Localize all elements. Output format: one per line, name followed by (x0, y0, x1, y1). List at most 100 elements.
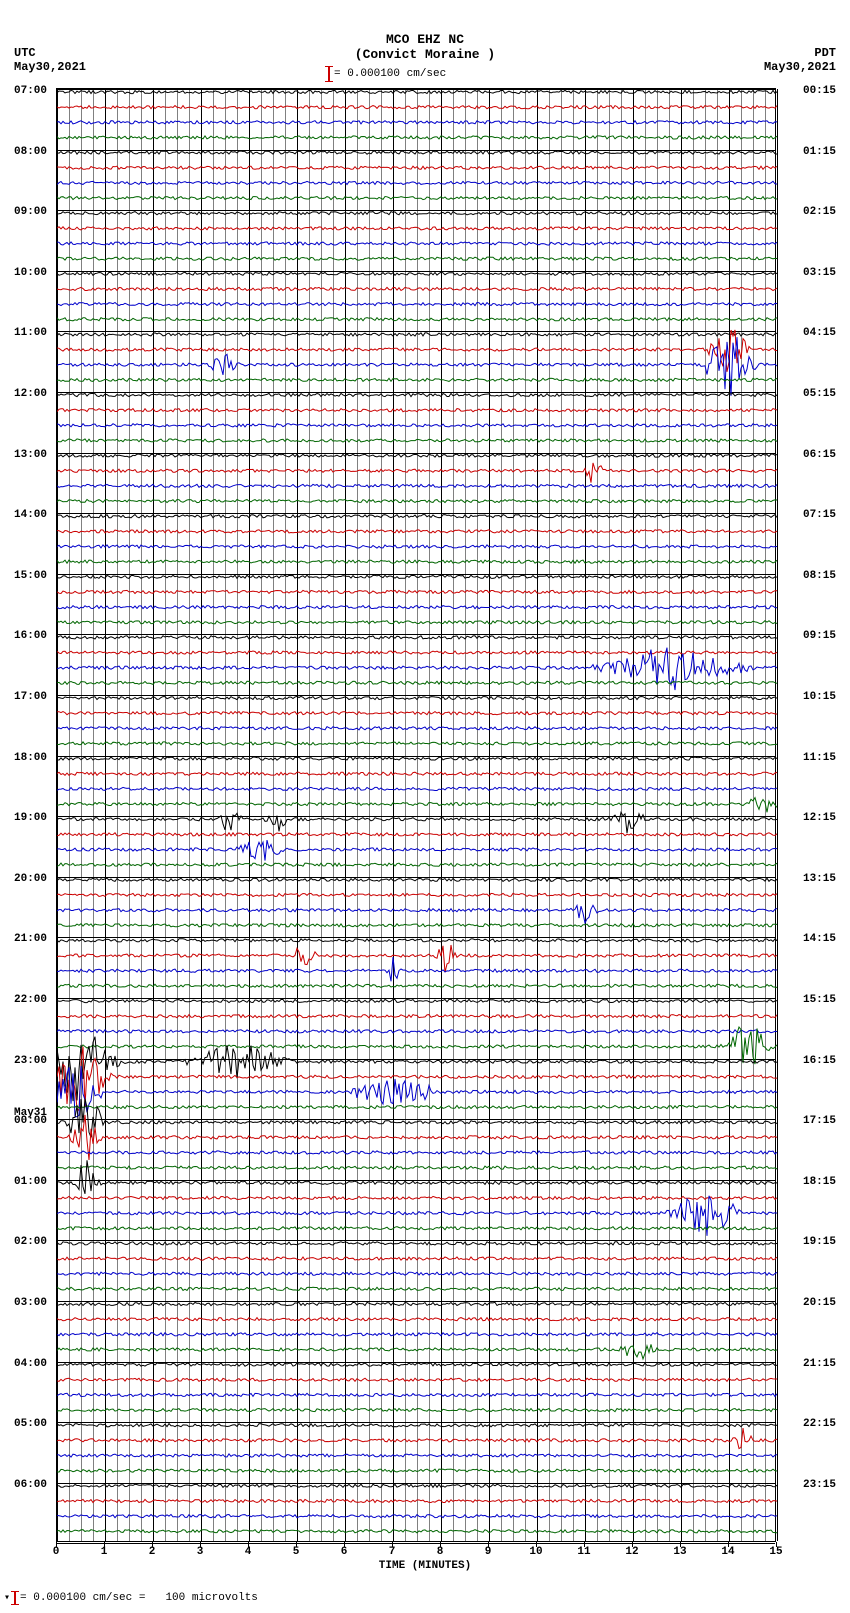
scale-bar-icon (14, 1591, 16, 1605)
trace-line (57, 1428, 777, 1448)
utc-hour-label: 18:00 (14, 752, 47, 764)
utc-hour-label: 10:00 (14, 267, 47, 279)
trace-line (57, 454, 777, 457)
scale-bar-icon (328, 66, 330, 82)
trace-line (57, 378, 777, 381)
utc-hour-label: 22:00 (14, 994, 47, 1006)
trace-line (57, 1166, 777, 1169)
x-tick-label: 3 (197, 1546, 204, 1558)
x-tick-mark (152, 1542, 153, 1547)
pdt-hour-label: 02:15 (803, 206, 836, 218)
x-tick-mark (200, 1542, 201, 1547)
tz-left-date: May30,2021 (14, 60, 86, 74)
x-tick-mark (440, 1542, 441, 1547)
trace-line (57, 893, 777, 896)
trace-line (57, 621, 777, 624)
trace-line (57, 1015, 777, 1018)
trace-line (57, 1106, 777, 1109)
x-tick-label: 10 (529, 1546, 542, 1558)
pdt-hour-label: 13:15 (803, 873, 836, 885)
trace-line (57, 681, 777, 684)
trace-line (57, 957, 777, 981)
tz-right-tz: PDT (764, 46, 836, 60)
trace-line (57, 712, 777, 715)
trace-line (57, 530, 777, 533)
trace-line (57, 1242, 777, 1245)
trace-line (57, 696, 777, 699)
x-tick-label: 15 (769, 1546, 782, 1558)
pdt-hour-label: 00:15 (803, 85, 836, 97)
tz-left-tz: UTC (14, 46, 86, 60)
x-tick-mark (248, 1542, 249, 1547)
trace-line (57, 757, 777, 760)
pdt-hour-label: 19:15 (803, 1236, 836, 1248)
x-tick-label: 8 (437, 1546, 444, 1558)
trace-line (57, 257, 777, 260)
trace-line (57, 1393, 777, 1396)
pdt-hour-label: 21:15 (803, 1358, 836, 1370)
trace-line (57, 500, 777, 503)
trace-line (57, 772, 777, 775)
utc-hour-label: 05:00 (14, 1418, 47, 1430)
x-tick-mark (488, 1542, 489, 1547)
x-tick-label: 5 (293, 1546, 300, 1558)
day-break-label: May31 (14, 1108, 47, 1119)
utc-hour-label: 09:00 (14, 206, 47, 218)
trace-line (57, 545, 777, 548)
trace-line (57, 1030, 777, 1033)
trace-line (57, 1160, 777, 1194)
trace-line (57, 1257, 777, 1260)
x-tick-label: 9 (485, 1546, 492, 1558)
tz-label-right: PDT May30,2021 (764, 46, 836, 75)
x-tick-label: 14 (721, 1546, 734, 1558)
pdt-hour-label: 15:15 (803, 994, 836, 1006)
trace-line (57, 515, 777, 518)
utc-hour-label: 17:00 (14, 691, 47, 703)
trace-line (57, 1530, 777, 1533)
trace-line (57, 1363, 777, 1366)
trace-line (57, 840, 777, 861)
trace-line (57, 1099, 777, 1138)
pdt-hour-label: 09:15 (803, 630, 836, 642)
pdt-hour-label: 14:15 (803, 933, 836, 945)
utc-hour-label: 04:00 (14, 1358, 47, 1370)
pdt-hour-label: 04:15 (803, 327, 836, 339)
trace-line (57, 330, 777, 372)
trace-line (57, 1196, 777, 1199)
trace-line (57, 318, 777, 321)
utc-hour-label: 06:00 (14, 1479, 47, 1491)
utc-hour-label: 08:00 (14, 146, 47, 158)
utc-hour-label: 01:00 (14, 1176, 47, 1188)
utc-hour-label: 14:00 (14, 509, 47, 521)
footer-text-a: = 0.000100 cm/sec = (20, 1592, 145, 1604)
trace-line (57, 287, 777, 290)
trace-line (57, 1287, 777, 1290)
trace-line (57, 742, 777, 745)
trace-line (57, 1378, 777, 1381)
pdt-hour-label: 16:15 (803, 1055, 836, 1067)
trace-line (57, 227, 777, 230)
trace-line (57, 905, 777, 923)
x-tick-label: 4 (245, 1546, 252, 1558)
trace-line (57, 999, 777, 1002)
trace-line (57, 463, 777, 483)
trace-line (57, 606, 777, 609)
trace-line (57, 212, 777, 215)
utc-hour-label: 23:00 (14, 1055, 47, 1067)
trace-line (57, 181, 777, 184)
trace-line (57, 1151, 777, 1154)
trace-line (57, 651, 777, 654)
trace-line (57, 1047, 777, 1111)
trace-line (57, 337, 777, 396)
scale-indicator-top: = 0.000100 cm/sec (328, 66, 446, 82)
utc-hour-label: 03:00 (14, 1297, 47, 1309)
station-id: MCO EHZ NC (0, 32, 850, 47)
trace-line (57, 409, 777, 412)
utc-hour-label: 11:00 (14, 327, 47, 339)
tz-label-left: UTC May30,2021 (14, 46, 86, 75)
pdt-hour-label: 20:15 (803, 1297, 836, 1309)
utc-hour-label: 02:00 (14, 1236, 47, 1248)
trace-line (57, 166, 777, 169)
trace-line (57, 106, 777, 109)
pdt-hour-label: 08:15 (803, 570, 836, 582)
